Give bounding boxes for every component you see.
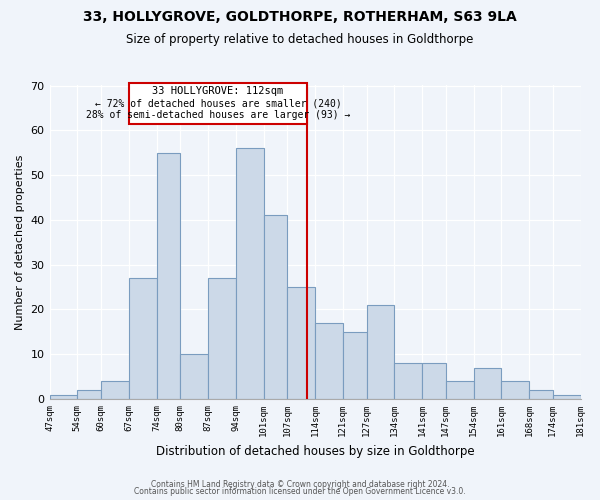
Bar	[77, 390, 101, 399]
Bar	[446, 381, 473, 399]
Text: 28% of semi-detached houses are larger (93) →: 28% of semi-detached houses are larger (…	[86, 110, 350, 120]
Bar	[236, 148, 263, 399]
Bar	[157, 152, 181, 399]
Bar	[181, 354, 208, 399]
Bar	[501, 381, 529, 399]
Bar	[422, 363, 446, 399]
Bar	[553, 394, 581, 399]
Y-axis label: Number of detached properties: Number of detached properties	[15, 154, 25, 330]
Bar	[287, 287, 315, 399]
Bar	[473, 368, 501, 399]
Bar	[367, 305, 394, 399]
Text: 33, HOLLYGROVE, GOLDTHORPE, ROTHERHAM, S63 9LA: 33, HOLLYGROVE, GOLDTHORPE, ROTHERHAM, S…	[83, 10, 517, 24]
FancyBboxPatch shape	[129, 84, 307, 124]
Bar	[263, 216, 287, 399]
Bar	[129, 278, 157, 399]
Bar	[343, 332, 367, 399]
Bar	[50, 394, 77, 399]
Text: Contains public sector information licensed under the Open Government Licence v3: Contains public sector information licen…	[134, 488, 466, 496]
Text: 33 HOLLYGROVE: 112sqm: 33 HOLLYGROVE: 112sqm	[152, 86, 284, 96]
Bar	[315, 323, 343, 399]
Bar	[208, 278, 236, 399]
Bar	[101, 381, 129, 399]
X-axis label: Distribution of detached houses by size in Goldthorpe: Distribution of detached houses by size …	[156, 444, 475, 458]
Bar	[529, 390, 553, 399]
Text: Size of property relative to detached houses in Goldthorpe: Size of property relative to detached ho…	[127, 32, 473, 46]
Text: Contains HM Land Registry data © Crown copyright and database right 2024.: Contains HM Land Registry data © Crown c…	[151, 480, 449, 489]
Text: ← 72% of detached houses are smaller (240): ← 72% of detached houses are smaller (24…	[95, 98, 341, 108]
Bar	[394, 363, 422, 399]
